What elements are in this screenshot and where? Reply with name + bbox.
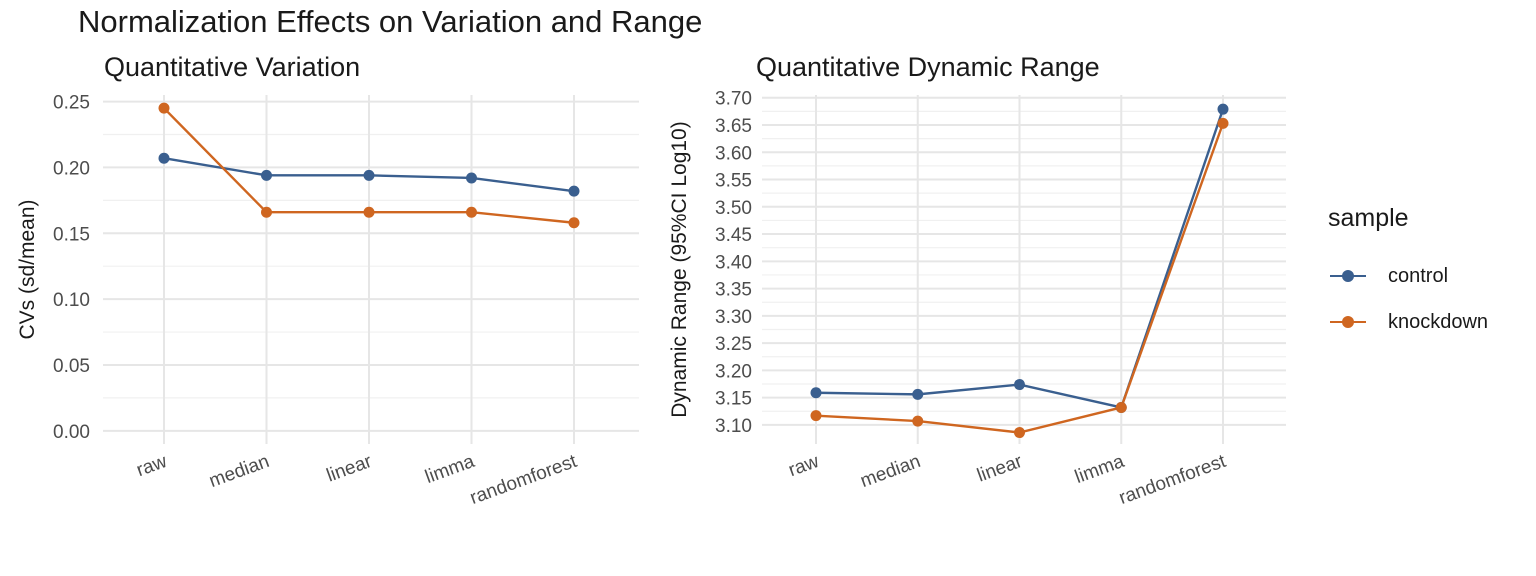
data-point-knockdown (1115, 401, 1127, 413)
y-tick-label: 3.70 (715, 89, 752, 110)
data-point-control (568, 185, 580, 197)
data-point-knockdown (810, 410, 822, 422)
y-tick-label: 3.45 (715, 225, 752, 246)
data-point-knockdown (912, 415, 924, 427)
y-tick-label: 3.35 (715, 280, 752, 301)
y-tick-label: 3.65 (715, 116, 752, 137)
legend-item-control: control (1328, 253, 1488, 299)
panel-1: 0.00 0.05 0.10 0.15 0.20 0.25 raw median linear l… (16, 93, 639, 509)
y-tick-label: 0.10 (53, 290, 90, 311)
legend-title: sample (1328, 204, 1409, 232)
data-point-control (1014, 379, 1025, 391)
data-point-control (912, 388, 924, 400)
y-tick-label: 0.05 (53, 356, 90, 377)
y-tick-label: 0.20 (53, 158, 90, 179)
left-panel-title: Quantitative Variation (104, 52, 361, 82)
legend-swatch-control (1328, 266, 1368, 286)
y-tick-label: 3.40 (715, 252, 752, 273)
x-tick-label: raw (134, 451, 170, 481)
data-point-knockdown (466, 206, 477, 218)
x-tick-label: median (858, 451, 924, 492)
legend-item-knockdown: knockdown (1328, 299, 1488, 345)
panel-2: 3.10 3.15 3.20 3.25 3.30 3.35 3.40 3.45 3.50 3.55… (668, 89, 1286, 509)
data-point-control (261, 169, 272, 181)
data-point-control (363, 169, 375, 181)
y-tick-label: 3.20 (715, 361, 752, 382)
chart-title: Normalization Effects on Variation and R… (78, 4, 703, 39)
y-tick-label: 3.30 (715, 307, 752, 328)
y-axis-label: Dynamic Range (95%CI Log10) (668, 121, 691, 417)
x-tick-label: randomforest (467, 451, 580, 509)
data-point-knockdown (1014, 427, 1025, 439)
y-tick-label: 0.25 (53, 93, 90, 114)
y-tick-label: 3.25 (715, 334, 752, 355)
x-tick-label: median (206, 451, 272, 492)
data-point-knockdown (568, 217, 580, 229)
y-tick-label: 0.00 (53, 422, 90, 443)
data-point-knockdown (1217, 117, 1229, 129)
y-tick-label: 3.15 (715, 389, 752, 410)
data-point-knockdown (363, 206, 375, 218)
y-tick-label: 3.50 (715, 198, 752, 219)
data-point-control (810, 387, 822, 399)
data-point-control (1217, 103, 1229, 115)
x-tick-label: linear (324, 451, 375, 487)
right-panel-title: Quantitative Dynamic Range (756, 52, 1100, 82)
data-point-control (466, 172, 477, 184)
x-tick-label: limma (422, 451, 477, 488)
data-point-knockdown (261, 206, 272, 218)
x-tick-label: raw (786, 451, 822, 481)
y-tick-label: 3.60 (715, 143, 752, 164)
legend-label-knockdown: knockdown (1388, 310, 1489, 333)
legend-label-control: control (1388, 264, 1449, 287)
data-point-control (158, 152, 170, 164)
y-tick-label: 3.10 (715, 416, 752, 437)
y-axis-label: CVs (sd/mean) (16, 199, 39, 339)
data-point-knockdown (158, 102, 170, 114)
x-tick-label: limma (1072, 451, 1127, 488)
legend: sample control knockdown (1328, 204, 1488, 345)
x-tick-label: linear (974, 451, 1025, 487)
y-tick-label: 0.15 (53, 224, 90, 245)
legend-swatch-knockdown (1328, 312, 1368, 332)
x-tick-label: randomforest (1116, 451, 1229, 509)
y-tick-label: 3.55 (715, 171, 752, 192)
